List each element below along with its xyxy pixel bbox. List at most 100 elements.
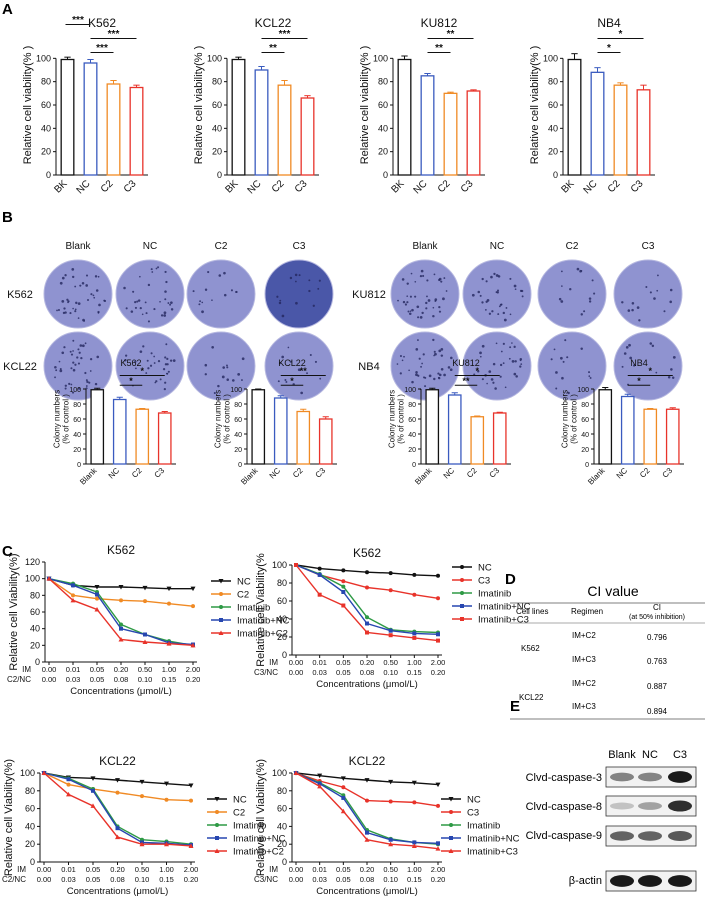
colony-dot [420, 365, 422, 368]
colony-dot [670, 368, 673, 371]
colony-dot [555, 387, 558, 390]
significance-label: * [637, 376, 641, 386]
y-tick-label: 40 [277, 821, 287, 831]
colony-dot [495, 274, 499, 277]
y-tick-label: 100 [207, 53, 222, 63]
y-tick-label: 20 [581, 447, 589, 454]
y-tick-label: 60 [581, 417, 589, 424]
colony-dot [163, 314, 167, 317]
marker [94, 585, 100, 590]
colony-dot [502, 342, 505, 345]
colony-dot [503, 318, 507, 322]
y-tick-label: 0 [412, 462, 416, 469]
colony-dot [433, 377, 436, 381]
colony-dot [59, 368, 62, 371]
colony-dot [425, 307, 428, 310]
colony-dot [294, 273, 298, 277]
colony-dot [61, 300, 65, 303]
colony-dot [153, 355, 156, 358]
y-tick-label: 40 [73, 432, 81, 439]
colony-well [186, 259, 256, 329]
colony-dot [64, 387, 67, 390]
marker [449, 823, 453, 827]
bar-C2 [470, 416, 485, 465]
colony-dot [493, 272, 496, 276]
colony-dot [402, 300, 406, 304]
marker [71, 593, 75, 598]
legend-label: Imatinib+C3 [478, 615, 529, 626]
bar-BK [397, 58, 412, 176]
colony-dot [294, 280, 297, 283]
colony-dot [85, 387, 88, 390]
colony-dot [226, 378, 229, 381]
marker [460, 604, 464, 608]
y-tick-label: 60 [277, 804, 287, 814]
marker [317, 783, 323, 789]
colony-dot [593, 292, 596, 295]
bar-Blank [425, 389, 440, 465]
bar-chart-B-KU812: KU812 0 20 40 60 80 100 Colony numbers (% of con… [388, 358, 511, 487]
colony-dot [561, 376, 564, 380]
colony-well [537, 259, 607, 329]
colony-dot [499, 375, 502, 378]
marker [364, 778, 370, 783]
bar-chart-B-NB4: NB4 0 20 40 60 80 100 Colony numbers (% of contr… [561, 358, 684, 487]
bar-C3 [636, 89, 651, 176]
colony-dot [164, 363, 168, 366]
marker [460, 578, 464, 582]
colony-dot [71, 268, 75, 271]
compound-tick-label: 0.10 [138, 675, 153, 684]
colony-dot [623, 352, 627, 355]
colony-dot [672, 355, 676, 359]
y-axis-label: (% of control ) [570, 394, 579, 444]
bar-C3 [129, 86, 144, 176]
colony-well [537, 331, 607, 401]
significance-label: * [607, 43, 611, 54]
colony-dot [281, 355, 284, 359]
colony-dot [54, 376, 56, 379]
colony-dot [317, 287, 320, 290]
y-tick-label: 80 [378, 77, 388, 87]
colony-dot [150, 268, 153, 271]
bar-C2 [443, 92, 458, 176]
marker [436, 803, 440, 808]
colony-dot [166, 372, 169, 375]
colony-dot [309, 353, 312, 357]
im-tick-label: 0.05 [90, 665, 105, 674]
colony-dot [477, 290, 481, 294]
ci-table-title: CI value [587, 583, 639, 599]
category-label: C3 [122, 178, 139, 195]
colony-dot [432, 306, 435, 309]
im-tick-label: 0.00 [289, 865, 304, 874]
colony-dot [621, 301, 624, 304]
panel-label-e: E [510, 698, 520, 715]
compound-tick-label: 0.15 [162, 675, 177, 684]
colony-row-label: K562 [7, 289, 33, 301]
chart-title: K562 [120, 358, 141, 368]
y-axis-label: Colony numbers [561, 390, 570, 448]
marker [435, 782, 441, 788]
colony-dot [443, 373, 446, 377]
marker [365, 585, 369, 590]
category-label: NC [412, 178, 430, 196]
y-axis-label: Relative cell Viability(%) [255, 759, 267, 876]
colony-dot [74, 363, 77, 366]
blot-band [610, 875, 634, 887]
colony-dot [167, 370, 170, 373]
marker [119, 598, 123, 603]
y-tick-label: 60 [408, 417, 416, 424]
colony-dot [559, 356, 563, 360]
colony-dot [164, 356, 167, 359]
category-label: Blank [239, 465, 260, 486]
category-label: C2 [99, 178, 116, 195]
colony-dot [54, 365, 57, 369]
colony-well [462, 259, 532, 329]
series-line-C3 [295, 564, 439, 599]
chart-title: KCL22 [255, 16, 292, 30]
colony-dot [656, 289, 659, 292]
legend-label: Imatinib [233, 821, 266, 832]
marker [341, 603, 346, 608]
y-tick-label: 20 [378, 147, 388, 157]
